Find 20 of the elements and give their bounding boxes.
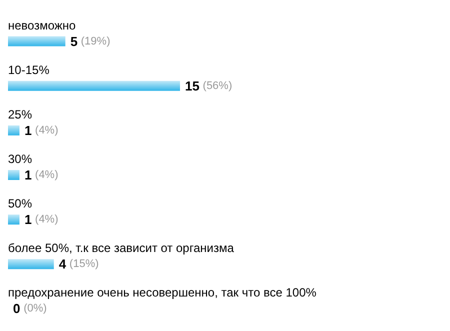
- bar: [8, 125, 20, 136]
- y-tick-label: более 50%, т.к все зависит от организма: [8, 241, 234, 256]
- bar: [8, 36, 66, 46]
- data-label: 5 (19%): [70, 34, 110, 49]
- y-tick-label: 10-15%: [8, 62, 50, 77]
- bar: [8, 214, 20, 225]
- data-label: 1 (4%): [24, 122, 58, 138]
- y-tick-label: 30%: [8, 152, 32, 166]
- bar: [8, 170, 20, 180]
- y-tick-label: невозможно: [8, 18, 76, 32]
- data-label: 0 (0%): [13, 301, 47, 316]
- bar: [8, 259, 54, 270]
- y-tick-label: 50%: [8, 196, 32, 211]
- y-tick-label: предохранение очень несовершенно, так что все 100%: [8, 286, 317, 300]
- data-label: 15 (56%): [185, 78, 232, 94]
- data-label: 4 (15%): [58, 256, 99, 272]
- data-label: 1 (4%): [24, 168, 58, 182]
- y-tick-label: 25%: [8, 107, 32, 122]
- bar: [8, 80, 180, 91]
- data-label: 1 (4%): [24, 212, 58, 228]
